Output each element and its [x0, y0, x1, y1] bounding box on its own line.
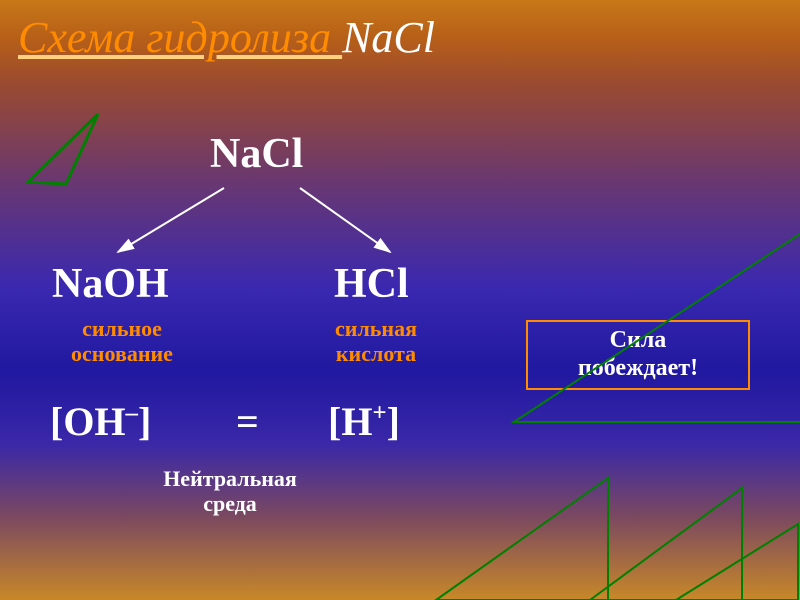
left-formula: NaOH: [52, 260, 169, 308]
left-description: сильное основание: [42, 316, 202, 367]
arrow-left: [118, 188, 224, 252]
left-ion-close: ]: [138, 399, 151, 444]
left-desc-line1: сильное: [82, 316, 162, 341]
left-ion-sup: –: [126, 400, 138, 427]
triangle-deco: [510, 226, 800, 426]
left-ion-open: [OH: [50, 399, 126, 444]
title-part-b: NaCl: [342, 13, 435, 62]
arrow-right: [300, 188, 390, 252]
left-desc-line2: основание: [71, 341, 173, 366]
root-formula: NaCl: [210, 130, 303, 178]
right-ion-open: [H: [328, 399, 372, 444]
neutral-line1: Нейтральная: [163, 466, 297, 491]
right-description: сильная кислота: [296, 316, 456, 367]
right-desc-line2: кислота: [336, 341, 416, 366]
right-desc-line1: сильная: [335, 316, 417, 341]
triangle-deco: [672, 520, 800, 600]
title-part-a: Схема гидролиза: [18, 13, 342, 62]
right-ion-close: ]: [387, 399, 400, 444]
neutral-label: Нейтральная среда: [120, 466, 340, 517]
triangle-deco: [18, 110, 108, 188]
slide: Схема гидролиза NaCl NaCl NaOH HCl сильн…: [0, 0, 800, 600]
right-ion-sup: +: [372, 400, 386, 427]
right-ion: [H+]: [328, 398, 400, 445]
slide-title: Схема гидролиза NaCl: [18, 12, 435, 63]
right-formula: HCl: [334, 260, 409, 308]
triangle-deco: [432, 474, 612, 600]
neutral-line2: среда: [203, 491, 257, 516]
left-ion: [OH–]: [50, 398, 151, 445]
equals-sign: =: [236, 398, 259, 445]
